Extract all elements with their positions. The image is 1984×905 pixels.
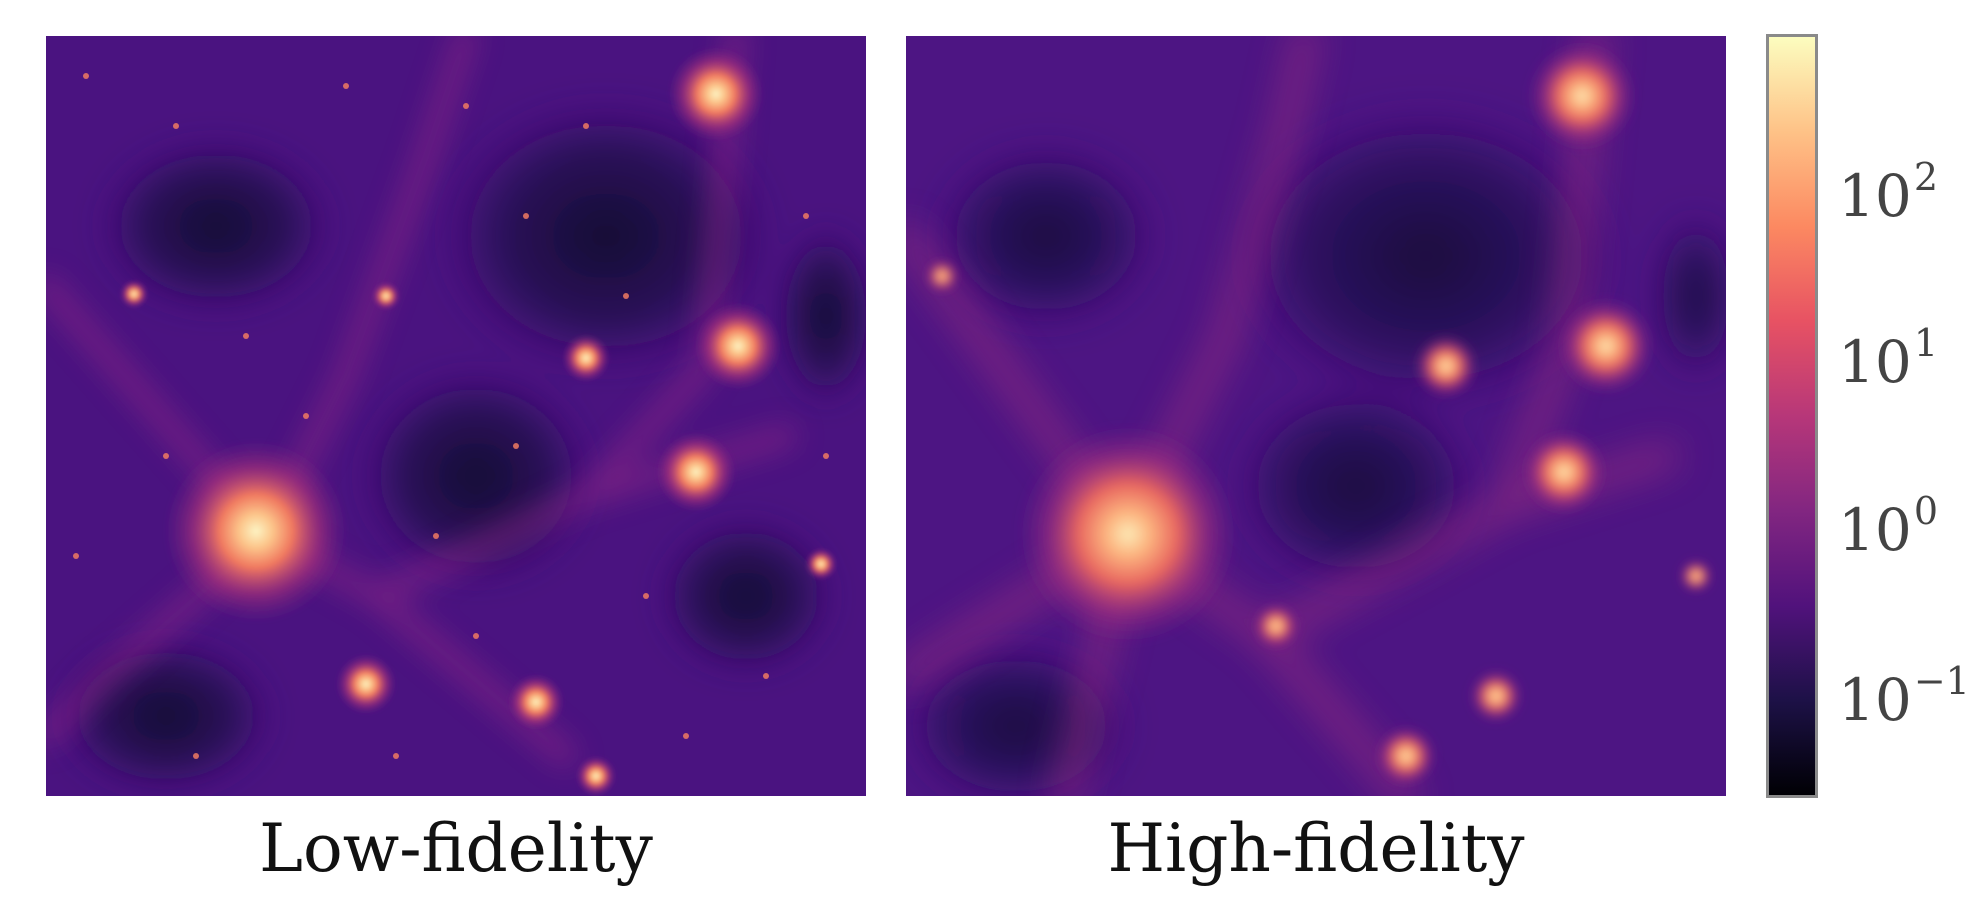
low-fidelity-caption: Low-fidelity xyxy=(259,810,653,887)
high-fidelity-caption: High-fidelity xyxy=(1107,810,1525,887)
colorbar-gradient xyxy=(1769,37,1815,795)
colorbar-tick-label: 101 xyxy=(1838,321,1938,396)
high-fidelity-density-map xyxy=(906,36,1726,796)
high-fidelity-density-image xyxy=(906,36,1726,796)
colorbar-tick-label: 100 xyxy=(1838,489,1938,564)
low-fidelity-density-image xyxy=(46,36,866,796)
colorbar xyxy=(1766,34,1818,798)
colorbar-tick-label: 102 xyxy=(1838,155,1938,230)
colorbar-tick-label: 10−1 xyxy=(1838,659,1970,734)
low-fidelity-density-map xyxy=(46,36,866,796)
